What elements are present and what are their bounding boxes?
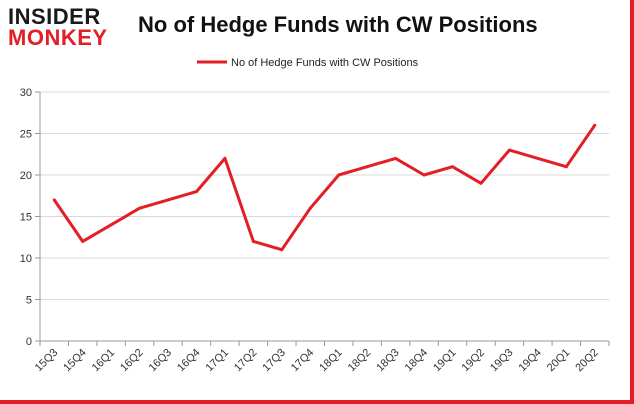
y-tick-label: 10 (20, 253, 32, 265)
x-tick-label: 18Q1 (317, 347, 345, 375)
x-tick-label: 17Q2 (232, 347, 260, 375)
data-point-17Q2 (251, 239, 255, 243)
y-tick-label: 5 (26, 295, 32, 307)
y-tick-label: 25 (20, 129, 32, 141)
x-tick-label: 16Q3 (147, 347, 175, 375)
x-tick-label: 15Q4 (61, 347, 89, 375)
y-axis-ticks: 0 5 10 15 20 25 30 (20, 87, 40, 348)
y-tick-label: 0 (26, 336, 32, 348)
data-point-15Q4 (81, 239, 85, 243)
data-point-15Q3 (52, 198, 56, 202)
x-tick-label: 16Q2 (118, 347, 146, 375)
series-layer (52, 123, 597, 252)
x-tick-label: 18Q2 (346, 347, 374, 375)
x-tick-label: 19Q3 (488, 347, 516, 375)
legend: No of Hedge Funds with CW Positions (197, 57, 419, 69)
data-point-18Q2 (365, 165, 369, 169)
x-tick-label: 15Q3 (33, 347, 61, 375)
y-tick-label: 20 (20, 170, 32, 182)
x-tick-label: 16Q1 (90, 347, 118, 375)
data-point-19Q3 (507, 148, 511, 152)
x-tick-label: 18Q4 (403, 347, 431, 375)
data-point-19Q1 (451, 165, 455, 169)
data-point-18Q3 (394, 156, 398, 160)
data-point-20Q1 (564, 165, 568, 169)
x-tick-label: 17Q4 (289, 347, 317, 375)
x-tick-label: 19Q4 (516, 347, 544, 375)
data-point-16Q1 (109, 223, 113, 227)
data-point-17Q4 (308, 206, 312, 210)
data-point-18Q1 (337, 173, 341, 177)
x-tick-label: 16Q4 (175, 347, 203, 375)
x-tick-label: 19Q2 (460, 347, 488, 375)
data-point-20Q2 (593, 123, 597, 127)
data-point-18Q4 (422, 173, 426, 177)
chart-title: No of Hedge Funds with CW Positions (138, 12, 538, 37)
x-tick-label: 20Q2 (573, 347, 601, 375)
data-point-19Q2 (479, 181, 483, 185)
insider-monkey-logo: INSIDER MONKEY (8, 4, 108, 50)
series-line (52, 124, 597, 252)
data-point-17Q1 (223, 156, 227, 160)
x-axis-ticks: 15Q3 15Q4 16Q1 16Q2 16Q3 16Q4 17Q1 17Q2 17Q3 17Q4… (33, 341, 610, 375)
x-tick-label: 19Q1 (431, 347, 459, 375)
logo-line-2: MONKEY (8, 25, 108, 50)
data-point-17Q3 (280, 248, 284, 252)
x-tick-label: 20Q1 (545, 347, 573, 375)
y-tick-label: 15 (20, 212, 32, 224)
x-tick-label: 17Q3 (260, 347, 288, 375)
logo-line-1: INSIDER (8, 4, 101, 29)
data-point-19Q4 (536, 156, 540, 160)
x-tick-label: 18Q3 (374, 347, 402, 375)
x-tick-label: 17Q1 (204, 347, 232, 375)
data-point-16Q2 (138, 206, 142, 210)
data-point-16Q3 (166, 198, 170, 202)
legend-label: No of Hedge Funds with CW Positions (231, 57, 419, 69)
y-tick-label: 30 (20, 87, 32, 99)
data-point-16Q4 (194, 190, 198, 194)
